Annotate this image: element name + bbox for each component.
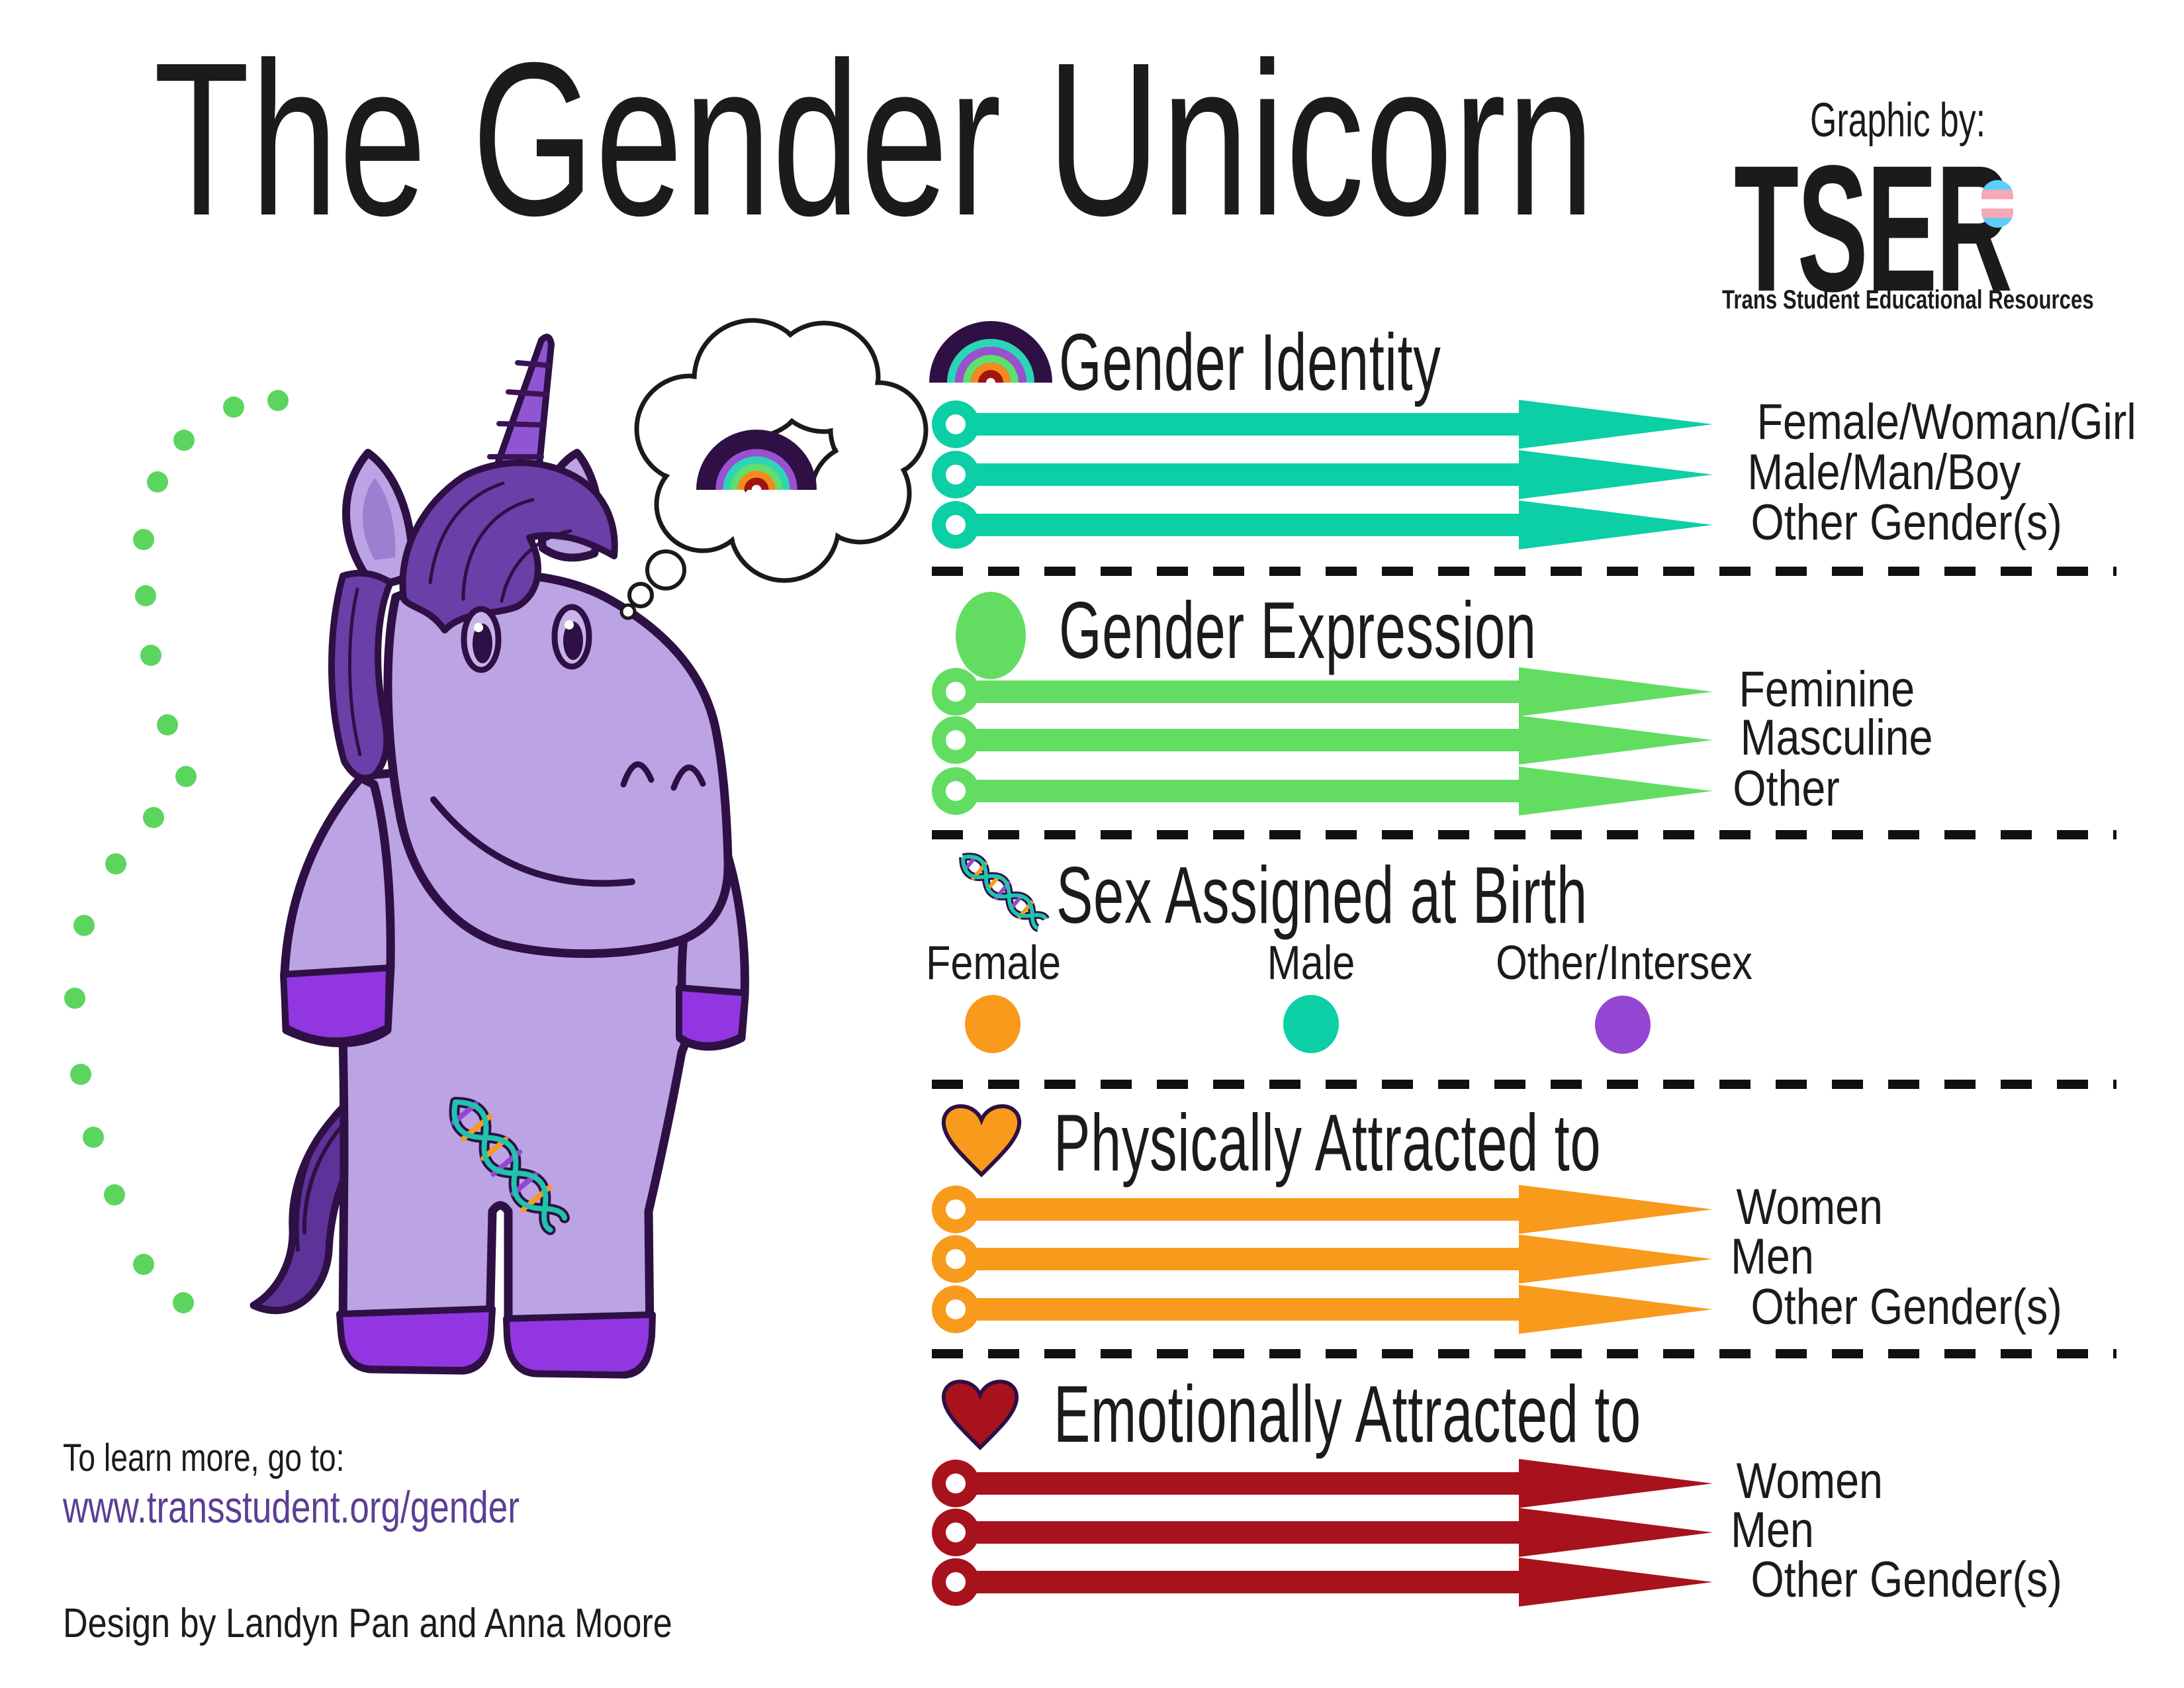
separator-dashed — [932, 1349, 2116, 1358]
dark-red-heart-icon — [944, 1382, 1017, 1448]
unicorn-eyes — [461, 604, 592, 673]
gender-expression-arrows — [932, 667, 1713, 816]
separator-dashed — [932, 1080, 2116, 1089]
physically-attracted-arrows — [932, 1185, 1713, 1334]
trans-flag-icon — [1981, 180, 2013, 228]
arrow-label: Female/Woman/Girl — [1756, 394, 2136, 450]
section-title-emotionally-attracted: Emotionally Attracted to — [1054, 1369, 1641, 1459]
arrow-label: Other Gender(s) — [1751, 1552, 2062, 1608]
arrow — [932, 1185, 1713, 1234]
learn-more-label: To learn more, go to: — [63, 1436, 345, 1479]
arrow — [932, 1285, 1713, 1334]
green-circle-icon — [956, 592, 1026, 679]
arrow-label: Other — [1733, 761, 1840, 817]
separator-dashed — [932, 567, 2116, 576]
website-link[interactable]: www.transstudent.org/gender — [63, 1482, 520, 1532]
section-title-sex-assigned-at-birth: Sex Assigned at Birth — [1056, 850, 1588, 940]
arrow-label: Other Gender(s) — [1751, 494, 2062, 551]
unicorn-cuff — [676, 984, 749, 1049]
graphic-by-label: Graphic by: — [1810, 94, 1986, 147]
unicorn-mane — [328, 459, 618, 782]
arrow — [932, 1459, 1713, 1508]
arrow — [932, 1508, 1713, 1557]
separator-dashed — [932, 830, 2116, 839]
orange-heart-icon — [944, 1106, 1019, 1174]
section-title-gender-identity: Gender Identity — [1059, 317, 1441, 407]
dna-badge — [449, 1096, 570, 1235]
arrow — [932, 716, 1713, 765]
arrow — [932, 1235, 1713, 1284]
arrow-label: Women — [1736, 1453, 1883, 1509]
arrow-label: Men — [1731, 1502, 1814, 1558]
saab-option-label: Other/Intersex — [1496, 937, 1752, 990]
unicorn-cuff — [336, 1305, 496, 1374]
saab-option-label: Male — [1267, 937, 1355, 990]
section-title-physically-attracted: Physically Attracted to — [1054, 1098, 1602, 1188]
arrow — [932, 500, 1713, 549]
green-dots-arc — [64, 390, 289, 1313]
emotionally-attracted-arrows — [932, 1459, 1713, 1607]
arrow — [932, 767, 1713, 816]
thought-bubble — [619, 318, 929, 620]
design-credit: Design by Landyn Pan and Anna Moore — [63, 1601, 672, 1646]
dna-icon — [959, 853, 1050, 932]
arrow-label: Men — [1731, 1229, 1814, 1285]
tser-org-name: Trans Student Educational Resources — [1722, 285, 2094, 314]
unicorn-illustration — [250, 334, 749, 1379]
saab-option-label: Female — [925, 937, 1062, 990]
arrow-label: Women — [1736, 1179, 1883, 1235]
female-circle — [965, 995, 1021, 1053]
bubble-rainbow-icon — [696, 430, 817, 491]
arrow-label: Masculine — [1740, 710, 1933, 766]
section-title-gender-expression: Gender Expression — [1059, 585, 1537, 675]
gender-identity-arrows — [932, 400, 1713, 549]
arrow-label: Male/Man/Boy — [1747, 444, 2021, 500]
arrow — [932, 450, 1713, 499]
arrow-label: Other Gender(s) — [1751, 1279, 2062, 1335]
arrow-label: Feminine — [1739, 661, 1915, 718]
unicorn-cuff — [503, 1311, 656, 1378]
rainbow-icon — [929, 321, 1052, 384]
saab-option-circles — [965, 995, 1651, 1054]
unicorn-cuff — [280, 964, 392, 1045]
arrow — [932, 1558, 1713, 1607]
intersex-circle — [1595, 996, 1651, 1054]
male-circle — [1283, 995, 1339, 1053]
tser-logo: TSER — [1734, 128, 2013, 329]
page-title: The Gender Unicorn — [154, 17, 1596, 261]
unicorn-muzzle-details — [430, 761, 706, 887]
